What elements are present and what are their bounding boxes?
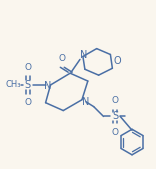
Text: N: N bbox=[80, 51, 88, 61]
Text: N: N bbox=[44, 81, 51, 91]
Text: O: O bbox=[113, 56, 121, 66]
Text: O: O bbox=[112, 128, 119, 137]
Text: S: S bbox=[112, 112, 118, 122]
Text: CH₃: CH₃ bbox=[5, 80, 21, 90]
Text: O: O bbox=[24, 63, 31, 72]
Text: N: N bbox=[82, 97, 90, 107]
Text: O: O bbox=[59, 54, 66, 63]
Text: O: O bbox=[112, 96, 119, 105]
Text: S: S bbox=[25, 80, 31, 90]
Text: O: O bbox=[24, 98, 31, 107]
